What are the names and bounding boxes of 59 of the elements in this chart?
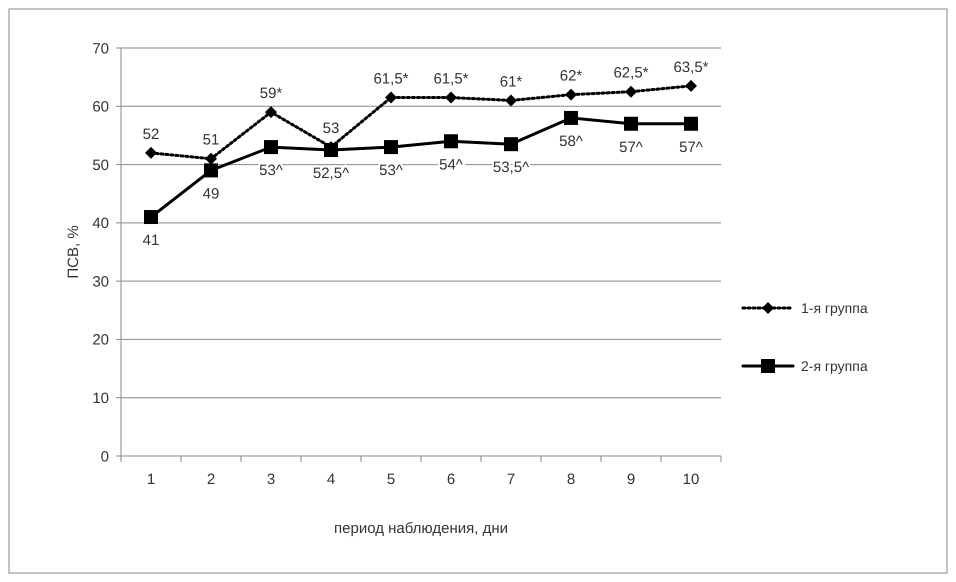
y-tick-label: 40 bbox=[92, 215, 109, 232]
point bbox=[145, 146, 157, 159]
y-tick-label: 0 bbox=[100, 448, 109, 466]
data-label: 59* bbox=[260, 85, 282, 102]
x-tick-label: 1 bbox=[146, 471, 156, 488]
x-axis-title: период наблюдения, дни bbox=[334, 520, 508, 537]
data-label: 49 bbox=[202, 185, 220, 202]
data-label: 41 bbox=[142, 232, 160, 250]
y-tick-label: 70 bbox=[92, 40, 109, 58]
data-label: 52,5^ bbox=[312, 165, 350, 182]
x-tick-label: 5 bbox=[386, 471, 396, 488]
data-label: 61,5* bbox=[373, 70, 409, 88]
x-tick-label: 7 bbox=[506, 471, 516, 488]
point bbox=[445, 92, 457, 104]
point bbox=[685, 80, 697, 92]
point bbox=[205, 152, 217, 165]
data-label: 51 bbox=[202, 132, 220, 149]
data-label: 62* bbox=[560, 68, 582, 85]
x-tick-label: 10 bbox=[682, 471, 700, 488]
x-tick-label: 4 bbox=[326, 471, 336, 488]
x-tick-label: 3 bbox=[266, 471, 276, 488]
point bbox=[204, 163, 218, 178]
data-label: 58^ bbox=[559, 132, 583, 150]
point bbox=[505, 94, 517, 106]
y-tick-label: 50 bbox=[92, 156, 109, 174]
data-label: 61,5* bbox=[433, 70, 469, 88]
data-label: 53 bbox=[322, 120, 340, 138]
point bbox=[385, 92, 397, 104]
point bbox=[624, 116, 638, 131]
x-tick-label: 9 bbox=[626, 471, 636, 488]
point bbox=[384, 140, 398, 154]
x-tick-label: 6 bbox=[446, 471, 456, 488]
data-label: 62,5* bbox=[613, 64, 649, 82]
data-label: 53^ bbox=[259, 162, 283, 180]
y-tick-label: 60 bbox=[92, 98, 109, 116]
data-label: 63,5* bbox=[673, 58, 709, 76]
x-tick-label: 2 bbox=[206, 471, 216, 488]
point bbox=[564, 110, 578, 125]
point bbox=[565, 88, 577, 101]
data-label: 52 bbox=[142, 126, 160, 143]
legend-label: 1-я группа bbox=[801, 300, 868, 316]
legend-label: 2-я группа bbox=[801, 358, 868, 374]
y-tick-label: 20 bbox=[92, 332, 109, 349]
x-tick-label: 8 bbox=[566, 471, 576, 488]
point bbox=[324, 143, 338, 157]
y-tick-label: 10 bbox=[92, 390, 109, 407]
data-label: 53^ bbox=[379, 162, 403, 180]
data-label: 61* bbox=[500, 73, 522, 90]
point bbox=[625, 86, 637, 98]
y-axis-title: ПСВ, % bbox=[65, 225, 82, 279]
y-tick-label: 30 bbox=[92, 273, 109, 290]
point bbox=[265, 106, 277, 118]
point bbox=[144, 210, 158, 224]
point bbox=[504, 137, 518, 152]
point bbox=[684, 116, 698, 131]
data-label: 57^ bbox=[679, 138, 703, 156]
point bbox=[444, 134, 458, 148]
point bbox=[264, 140, 278, 154]
data-label: 57^ bbox=[619, 138, 643, 156]
